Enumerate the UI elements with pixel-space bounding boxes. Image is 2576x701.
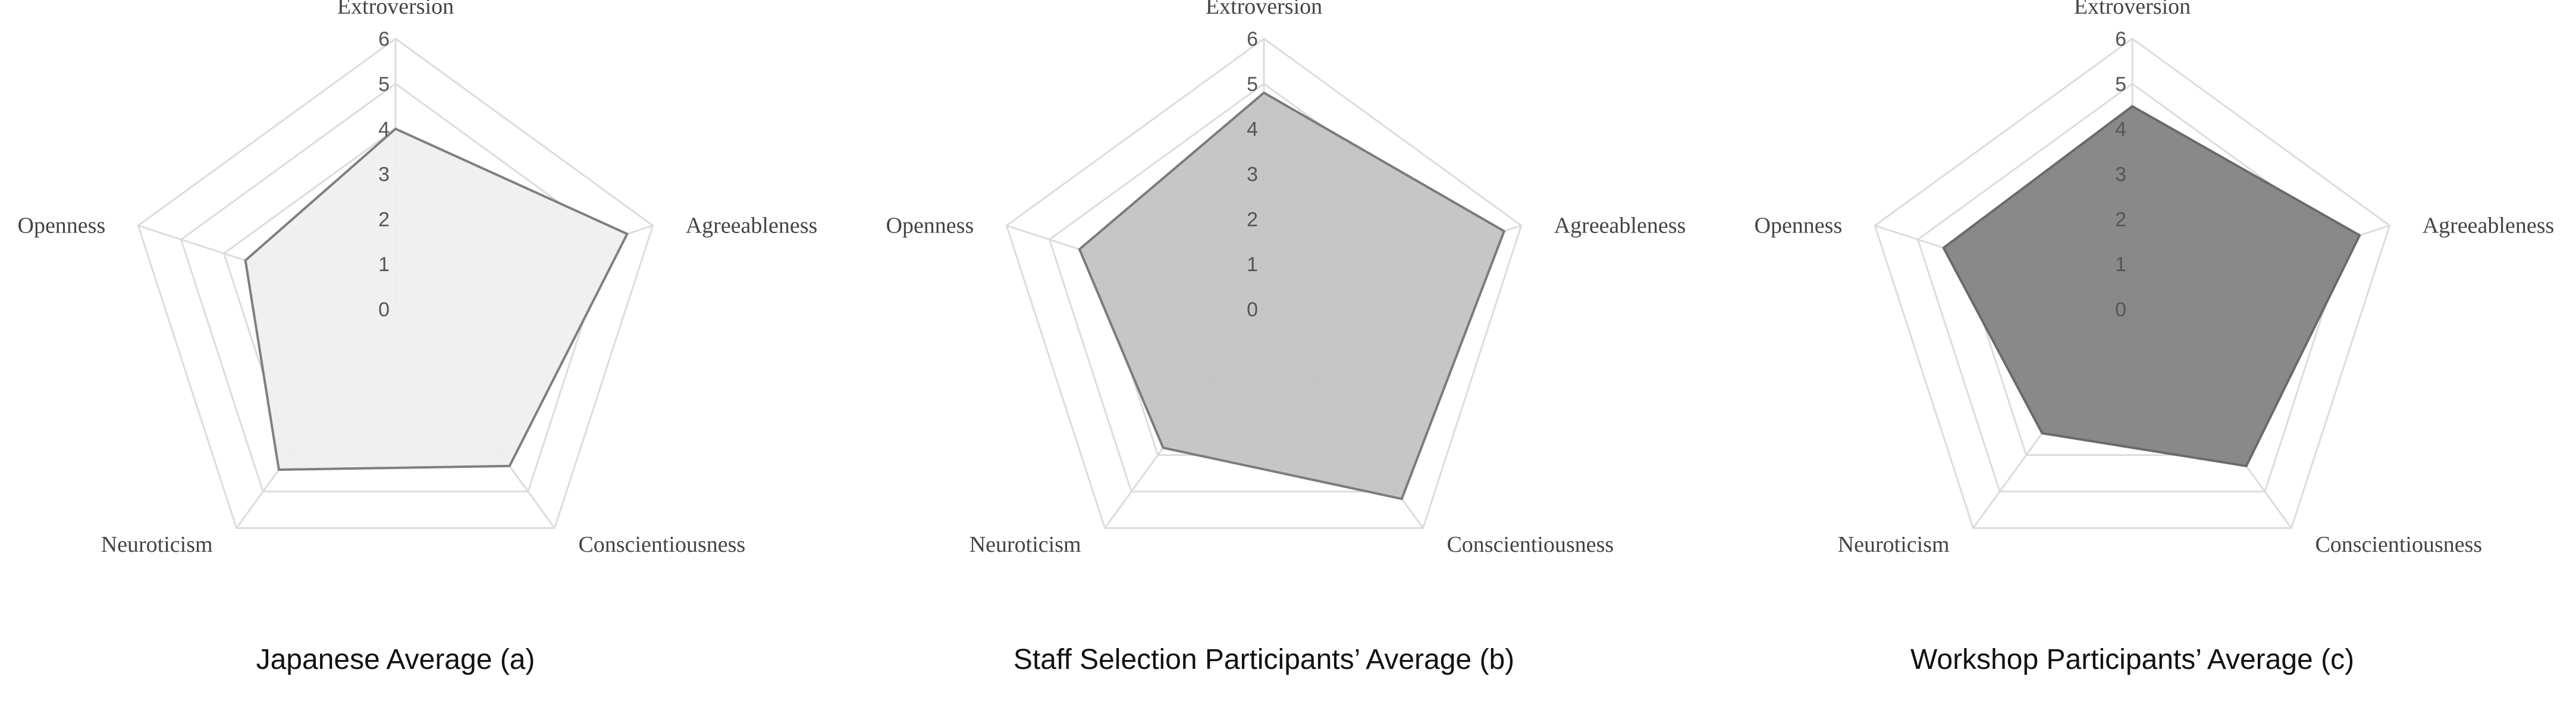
tick-label-0: 0	[1247, 298, 1258, 321]
axis-label-neuroticism: Neuroticism	[101, 532, 213, 557]
chart-caption: Japanese Average (a)	[256, 644, 535, 675]
axis-label-neuroticism: Neuroticism	[969, 532, 1081, 557]
tick-label-6: 6	[2115, 28, 2126, 51]
axis-label-extroversion: Extroversion	[337, 0, 454, 19]
grid-ring-6	[137, 37, 654, 529]
tick-label-4: 4	[378, 118, 390, 141]
axis-label-neuroticism: Neuroticism	[1838, 532, 1950, 557]
radar-panel-1: 0 1 2 3 4 5 6 Extroversion Agreeableness Conscien…	[18, 0, 818, 675]
tick-label-5: 5	[378, 73, 390, 96]
tick-label-3: 3	[2115, 164, 2126, 186]
axis-label-agreeableness: Agreeableness	[2423, 213, 2555, 238]
tick-label-6: 6	[1247, 28, 1258, 51]
radar-panel-2: 0 1 2 3 4 5 6 Extroversion Agreeableness Conscien…	[886, 0, 1686, 675]
chart-caption: Staff Selection Participants’ Average (b…	[1014, 644, 1514, 675]
axis-label-agreeableness: Agreeableness	[686, 213, 818, 238]
tick-label-3: 3	[1247, 164, 1258, 186]
axis-label-extroversion: Extroversion	[1206, 0, 1322, 19]
tick-label-2: 2	[1247, 208, 1258, 231]
tick-label-0: 0	[378, 298, 390, 321]
grid-ring-6	[1874, 37, 2391, 529]
axis-label-openness: Openness	[886, 213, 974, 238]
data-series-area	[244, 127, 629, 471]
data-series-area	[1078, 92, 1505, 501]
tick-label-2: 2	[2115, 208, 2126, 231]
axis-label-conscientiousness: Conscientiousness	[2315, 532, 2482, 557]
tick-label-5: 5	[1247, 73, 1258, 96]
tick-label-5: 5	[2115, 73, 2126, 96]
radar-panel-3: 0 1 2 3 4 5 6 Extroversion Agreeableness Conscien…	[1755, 0, 2555, 675]
axis-label-conscientiousness: Conscientiousness	[578, 532, 745, 557]
tick-label-1: 1	[378, 253, 390, 276]
tick-label-1: 1	[2115, 253, 2126, 276]
tick-label-4: 4	[2115, 118, 2126, 141]
grid-ring-6	[1005, 37, 1523, 529]
tick-label-6: 6	[378, 28, 390, 51]
tick-label-1: 1	[1247, 253, 1258, 276]
tick-label-3: 3	[378, 164, 390, 186]
data-series-area	[1942, 105, 2361, 467]
axis-label-agreeableness: Agreeableness	[1554, 213, 1686, 238]
axis-label-extroversion: Extroversion	[2074, 0, 2191, 19]
tick-label-0: 0	[2115, 298, 2126, 321]
tick-label-4: 4	[1247, 118, 1258, 141]
axis-label-openness: Openness	[18, 213, 106, 238]
axis-label-conscientiousness: Conscientiousness	[1447, 532, 1614, 557]
axis-label-openness: Openness	[1755, 213, 1843, 238]
tick-label-2: 2	[378, 208, 390, 231]
chart-caption: Workshop Participants’ Average (c)	[1910, 644, 2354, 675]
